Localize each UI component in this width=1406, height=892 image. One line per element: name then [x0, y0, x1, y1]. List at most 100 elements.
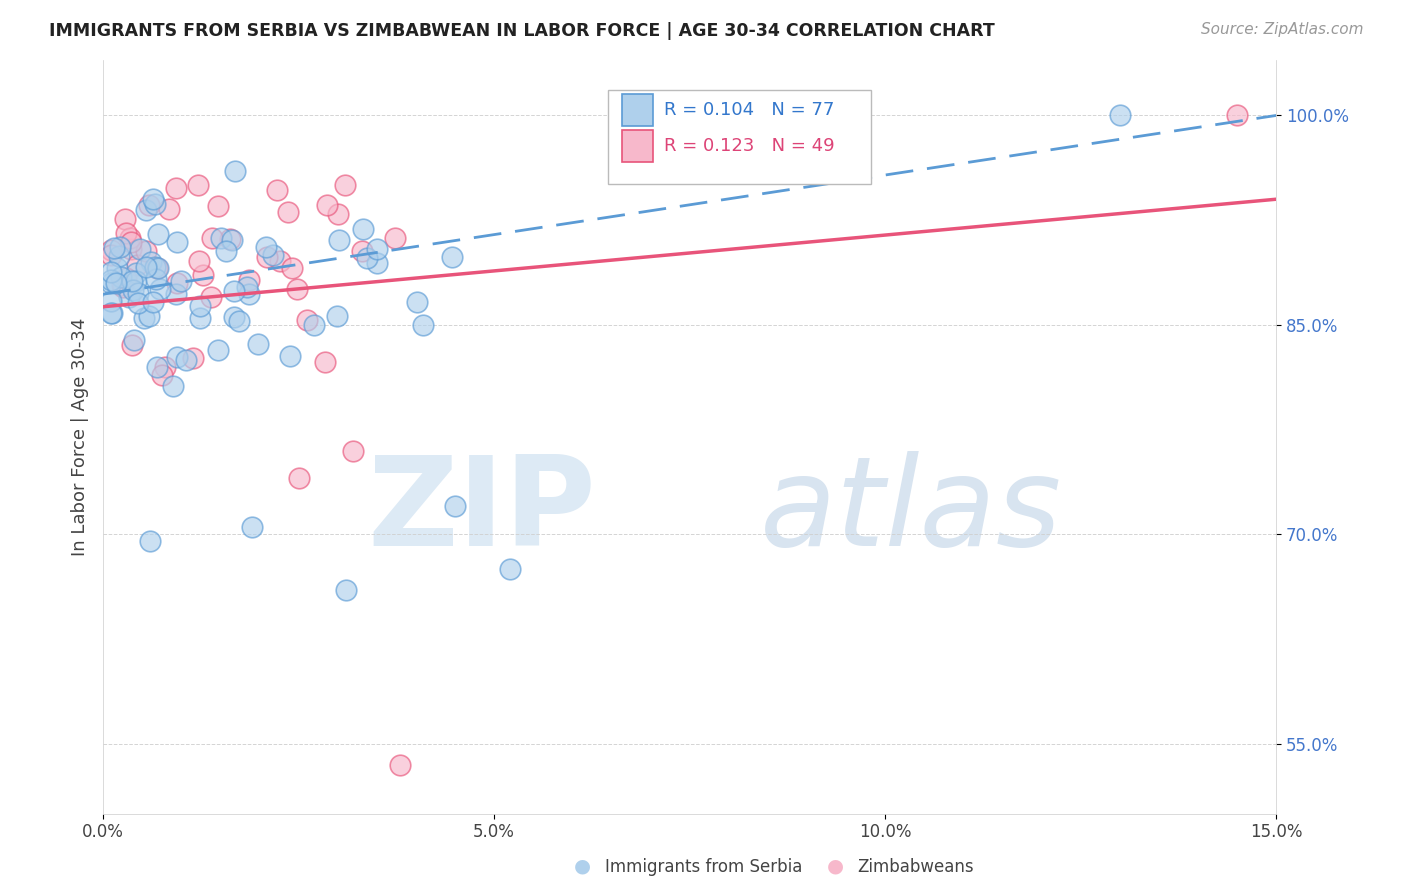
Point [412, 318, 434, 333]
Point [219, 232, 242, 246]
Point [118, 290, 141, 304]
Text: R = 0.123   N = 49: R = 0.123 N = 49 [664, 137, 834, 155]
Point [105, 276, 128, 290]
Point [278, 349, 301, 363]
Point [326, 207, 349, 221]
Point [139, 534, 162, 549]
Point [165, 287, 187, 301]
Point [499, 562, 522, 576]
Point [314, 355, 336, 369]
Point [352, 244, 374, 259]
Point [240, 520, 263, 534]
Point [188, 253, 211, 268]
Point [1108, 108, 1130, 122]
FancyBboxPatch shape [621, 95, 654, 126]
Point [149, 282, 172, 296]
Point [366, 256, 388, 270]
Point [127, 285, 149, 300]
Point [281, 261, 304, 276]
Point [100, 305, 122, 319]
Point [100, 243, 122, 257]
Point [107, 250, 129, 264]
Text: Zimbabweans: Zimbabweans [858, 858, 974, 876]
Point [100, 306, 122, 320]
Point [201, 230, 224, 244]
Point [335, 178, 357, 193]
Point [221, 233, 243, 247]
Point [181, 351, 204, 366]
Point [262, 248, 284, 262]
Text: ●: ● [574, 857, 591, 876]
Point [342, 443, 364, 458]
Point [135, 244, 157, 259]
Point [120, 242, 142, 256]
Text: ZIP: ZIP [367, 451, 596, 573]
Point [269, 253, 291, 268]
Text: Source: ZipAtlas.com: Source: ZipAtlas.com [1201, 22, 1364, 37]
Point [121, 338, 143, 352]
Point [100, 265, 122, 279]
Point [238, 273, 260, 287]
Point [191, 268, 214, 283]
Point [122, 283, 145, 297]
Point [238, 286, 260, 301]
Point [114, 271, 136, 285]
Point [103, 241, 125, 255]
Point [295, 313, 318, 327]
Point [100, 293, 122, 308]
Point [335, 583, 357, 598]
Point [122, 333, 145, 347]
Point [176, 352, 198, 367]
Point [166, 276, 188, 290]
Point [142, 295, 165, 310]
Point [121, 274, 143, 288]
Point [328, 233, 350, 247]
Point [146, 261, 169, 276]
Point [100, 273, 122, 287]
Point [124, 274, 146, 288]
Point [120, 235, 142, 249]
Point [127, 295, 149, 310]
Point [143, 260, 166, 275]
Point [188, 299, 211, 313]
Point [162, 379, 184, 393]
Point [235, 279, 257, 293]
Point [165, 180, 187, 194]
Text: ●: ● [827, 857, 844, 876]
Point [166, 235, 188, 250]
Point [224, 164, 246, 178]
Point [246, 337, 269, 351]
Point [440, 250, 463, 264]
Point [277, 205, 299, 219]
Point [170, 274, 193, 288]
Point [150, 368, 173, 383]
Point [187, 178, 209, 192]
Point [138, 309, 160, 323]
Point [112, 280, 135, 294]
Point [118, 231, 141, 245]
Point [254, 240, 277, 254]
Point [142, 192, 165, 206]
Point [352, 222, 374, 236]
Point [1226, 108, 1249, 122]
Point [127, 258, 149, 272]
Point [157, 202, 180, 216]
Point [138, 198, 160, 212]
Point [215, 244, 238, 258]
Point [110, 269, 132, 284]
Point [145, 359, 167, 374]
Point [326, 310, 349, 324]
Point [287, 471, 309, 485]
Point [207, 199, 229, 213]
Point [105, 260, 128, 275]
Point [143, 197, 166, 211]
Point [256, 250, 278, 264]
Text: IMMIGRANTS FROM SERBIA VS ZIMBABWEAN IN LABOR FORCE | AGE 30-34 CORRELATION CHAR: IMMIGRANTS FROM SERBIA VS ZIMBABWEAN IN … [49, 22, 995, 40]
Point [145, 272, 167, 286]
Point [148, 227, 170, 241]
Point [166, 350, 188, 364]
Point [153, 359, 176, 374]
Text: atlas: atlas [761, 451, 1062, 573]
Point [114, 226, 136, 240]
Point [200, 290, 222, 304]
